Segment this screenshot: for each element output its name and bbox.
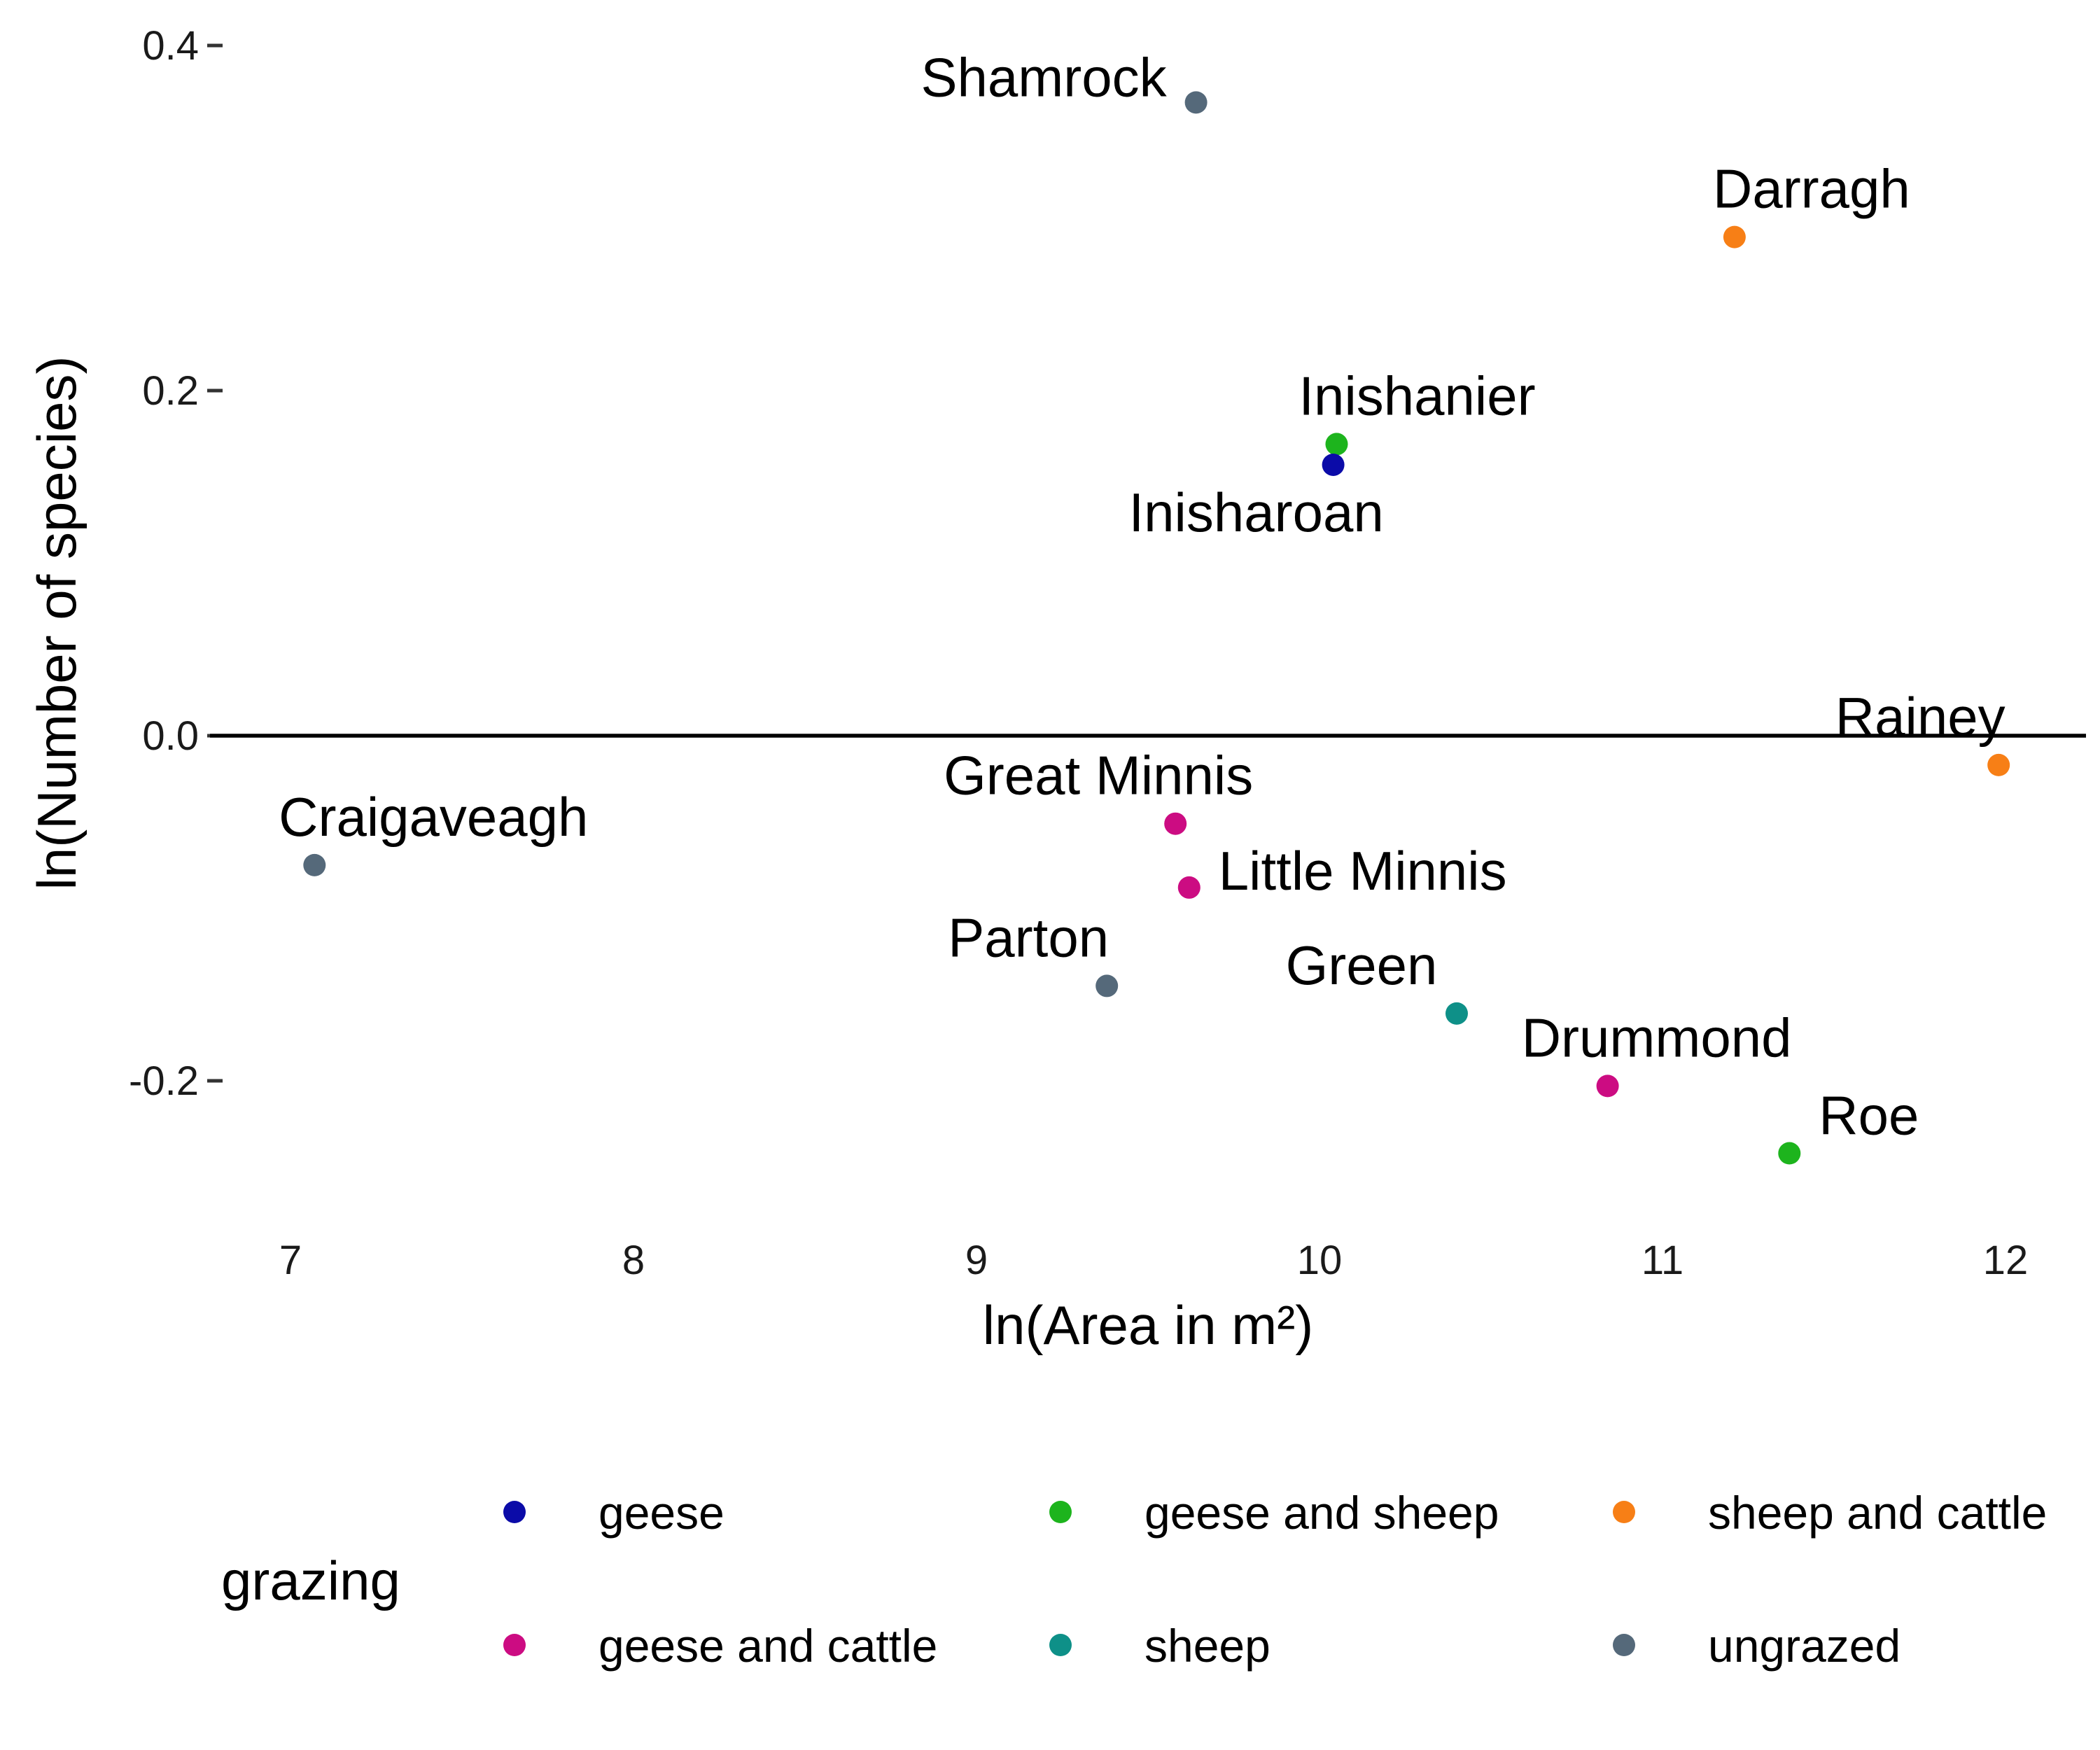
- point-shamrock: [1184, 91, 1208, 114]
- point-label-craigaveagh: Craigaveagh: [279, 786, 588, 848]
- y-tick-label: 0.2: [142, 368, 199, 414]
- point-label-darragh: Darragh: [1713, 158, 1910, 220]
- point-label-little-minnis: Little Minnis: [1219, 840, 1507, 902]
- x-tick-label: 9: [965, 1238, 988, 1283]
- legend-label-ungrazed: ungrazed: [1708, 1620, 1900, 1672]
- point-label-green: Green: [1286, 934, 1438, 996]
- y-axis-title: ln(Number of species): [26, 356, 88, 890]
- point-label-roe: Roe: [1819, 1085, 1919, 1147]
- legend-key-sheep: [1049, 1634, 1072, 1656]
- x-tick-label: 10: [1297, 1238, 1343, 1283]
- point-roe: [1778, 1142, 1801, 1165]
- legend-key-geese-and-cattle: [503, 1634, 526, 1656]
- point-rainey: [1987, 753, 2010, 776]
- x-axis: 7 8 9 10 11 12: [279, 1238, 2028, 1283]
- points-layer: [303, 91, 2010, 1165]
- legend-label-sheep: sheep: [1144, 1620, 1270, 1672]
- x-tick-label: 8: [622, 1238, 645, 1283]
- point-label-drummond: Drummond: [1522, 1007, 1792, 1068]
- y-axis: -0.2 0.0 0.2 0.4: [129, 23, 223, 1104]
- point-parton: [1096, 974, 1119, 997]
- y-tick-label: 0.4: [142, 23, 199, 69]
- y-tick-label: -0.2: [129, 1058, 199, 1104]
- legend-key-sheep-and-cattle: [1613, 1501, 1635, 1523]
- point-drummond: [1596, 1074, 1619, 1098]
- point-great-minnis: [1164, 812, 1187, 835]
- point-inishanier: [1325, 433, 1348, 456]
- legend-label-geese: geese: [598, 1487, 724, 1539]
- point-little-minnis: [1177, 876, 1200, 899]
- point-craigaveagh: [303, 853, 326, 876]
- point-labels-layer: Shamrock Darragh Inishanier Inisharoan Raine…: [279, 46, 2005, 1146]
- point-darragh: [1723, 225, 1746, 248]
- x-tick-label: 7: [279, 1238, 302, 1283]
- legend-label-geese-and-cattle: geese and cattle: [598, 1620, 937, 1672]
- point-green: [1446, 1002, 1468, 1025]
- legend-label-geese-and-sheep: geese and sheep: [1144, 1487, 1499, 1539]
- legend-title: grazing: [221, 1550, 400, 1611]
- point-label-inisharoan: Inisharoan: [1128, 482, 1383, 543]
- point-label-shamrock: Shamrock: [920, 46, 1167, 108]
- x-axis-title: ln(Area in m²): [983, 1294, 1313, 1356]
- point-label-rainey: Rainey: [1835, 686, 2005, 748]
- legend-key-geese: [503, 1501, 526, 1523]
- y-tick-label: 0.0: [142, 713, 199, 759]
- x-tick-label: 11: [1642, 1238, 1684, 1283]
- legend: grazing geese geese and sheep sheep and ca…: [221, 1487, 2047, 1672]
- point-inisharoan: [1322, 453, 1345, 476]
- point-label-great-minnis: Great Minnis: [944, 745, 1253, 806]
- legend-key-ungrazed: [1613, 1634, 1635, 1656]
- x-tick-label: 12: [1983, 1238, 2029, 1283]
- point-label-parton: Parton: [948, 906, 1109, 968]
- legend-label-sheep-and-cattle: sheep and cattle: [1708, 1487, 2047, 1539]
- legend-key-geese-and-sheep: [1049, 1501, 1072, 1523]
- point-label-inishanier: Inishanier: [1298, 365, 1535, 426]
